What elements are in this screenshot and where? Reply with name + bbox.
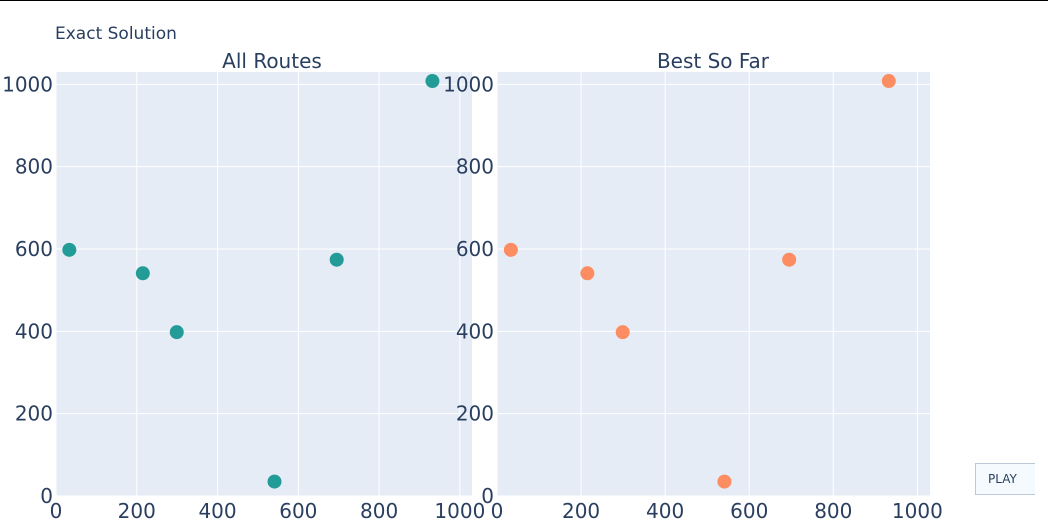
x-tick-label: 800: [814, 499, 852, 523]
subplot-title: Best So Far: [657, 49, 770, 73]
x-tick-label: 200: [562, 499, 600, 523]
plot-background: [56, 72, 472, 496]
x-tick-label: 600: [730, 499, 768, 523]
data-point: [135, 266, 150, 281]
y-tick-label: 1000: [2, 72, 53, 96]
y-tick-label: 600: [15, 237, 53, 261]
x-tick-label: 600: [279, 499, 317, 523]
y-tick-label: 600: [456, 237, 494, 261]
x-tick-label: 400: [646, 499, 684, 523]
data-point: [717, 474, 732, 489]
x-tick-label: 0: [50, 499, 63, 523]
x-tick-label: 1000: [434, 499, 485, 523]
y-tick-label: 1000: [443, 72, 494, 96]
y-tick-label: 0: [40, 484, 53, 508]
subplot-title: All Routes: [222, 49, 322, 73]
y-tick-label: 0: [481, 484, 494, 508]
data-point: [782, 252, 797, 267]
y-tick-label: 800: [15, 155, 53, 179]
y-tick-label: 400: [456, 319, 494, 343]
x-tick-label: 400: [198, 499, 236, 523]
x-tick-label: 0: [491, 499, 504, 523]
chart-panel-best-so-far: 0 200 400 600 800 1000 0 200 400 600 800 1000 Best S…: [443, 49, 943, 523]
data-point: [503, 242, 518, 257]
plot-background: [497, 72, 930, 496]
y-tick-label: 800: [456, 155, 494, 179]
y-tick-label: 200: [456, 402, 494, 426]
data-point: [615, 325, 630, 340]
data-point: [169, 325, 184, 340]
chart-panel-all-routes: 0 200 400 600 800 1000 0 200 400 600 800 1000 All Ro…: [2, 49, 485, 523]
data-point: [425, 74, 440, 89]
data-point: [881, 74, 896, 89]
x-tick-label: 1000: [892, 499, 943, 523]
play-button[interactable]: PLAY: [975, 463, 1035, 495]
y-tick-label: 400: [15, 319, 53, 343]
top-border: [0, 0, 1048, 1]
x-tick-label: 800: [360, 499, 398, 523]
page-title: Exact Solution: [55, 24, 177, 44]
data-point: [580, 266, 595, 281]
data-point: [329, 252, 344, 267]
data-point: [267, 474, 282, 489]
data-point: [62, 242, 77, 257]
x-tick-label: 200: [118, 499, 156, 523]
y-tick-label: 200: [15, 402, 53, 426]
